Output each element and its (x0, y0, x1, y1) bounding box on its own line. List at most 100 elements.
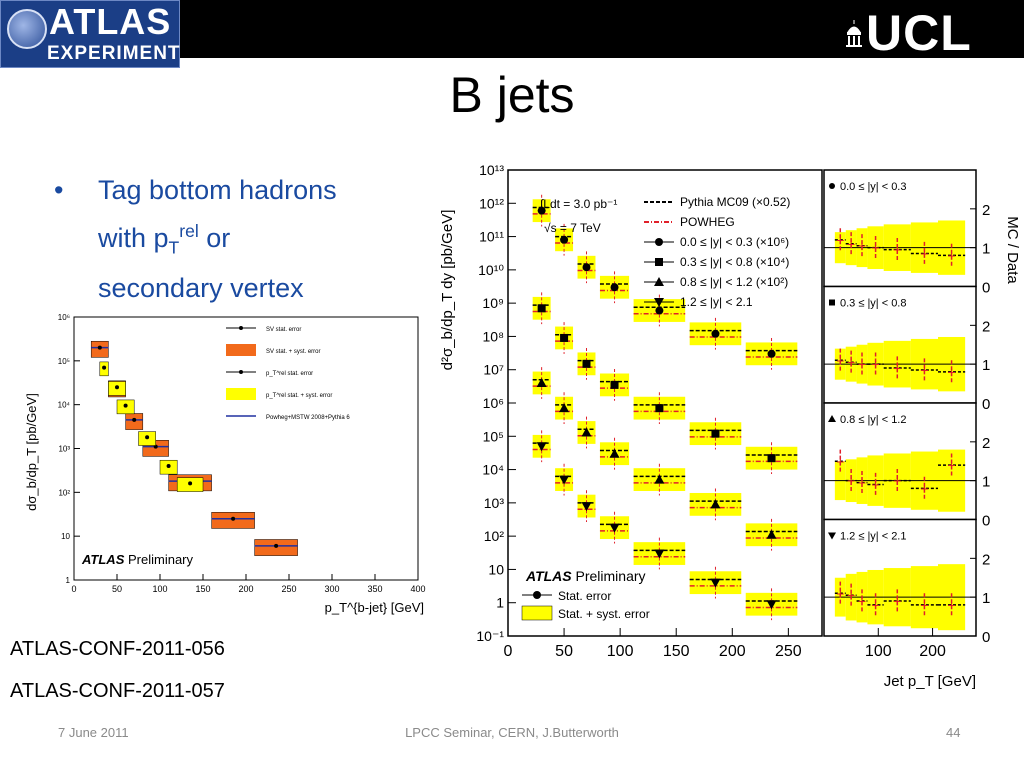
atlas-logo-text: ATLAS (49, 1, 172, 42)
legend-label: p_T^rel stat. error (266, 371, 313, 377)
sv-point (97, 345, 102, 350)
data-point (655, 404, 664, 413)
y-tick-label: 10¹⁰ (478, 262, 504, 278)
bullet-text: Tag bottom hadrons with pTrel or seconda… (98, 170, 392, 309)
powheg-ratio-marker: + (893, 593, 901, 609)
data-point (767, 454, 776, 463)
powheg-ratio-marker: + (893, 473, 901, 489)
x-tick-label: 0 (71, 584, 76, 594)
data-point (582, 359, 591, 368)
x-tick-label: 200 (238, 584, 253, 594)
atlas-globe-icon (7, 9, 47, 49)
data-point (560, 333, 569, 342)
powheg-ratio-marker: + (871, 240, 879, 256)
data-point (711, 429, 720, 438)
data-point (710, 499, 721, 509)
powheg-ratio-marker: + (858, 356, 866, 372)
legend-label: POWHEG (680, 215, 735, 229)
ptrel-point (115, 385, 119, 390)
powheg-ratio-marker: + (836, 352, 844, 368)
ucl-logo: UCL (844, 5, 994, 61)
bullet-dot-icon: • (54, 175, 64, 205)
footer-page-number: 44 (946, 725, 961, 740)
y-tick-label: 10¹³ (479, 162, 504, 178)
sv-point (132, 417, 137, 422)
legend-label: p_T^rel stat. + syst. error (266, 393, 332, 399)
legend-label: SV stat. error (266, 327, 301, 333)
footer-date: 7 June 2011 (58, 725, 129, 740)
ratio-y-tick-label: 0 (982, 280, 990, 297)
x-tick-label: 50 (112, 584, 122, 594)
data-point (609, 448, 620, 458)
powheg-ratio-marker: + (947, 597, 955, 613)
x-tick-label: 100 (607, 643, 634, 660)
ratio-y-tick-label: 1 (982, 241, 990, 258)
y-tick-label: 10¹² (479, 195, 504, 211)
legend-marker (655, 258, 663, 266)
data-point (560, 235, 569, 244)
powheg-ratio-marker: + (847, 236, 855, 252)
legend-label: Powheg+MSTW 2008+Pythia 6 (266, 415, 350, 421)
ptrel-point (123, 403, 128, 408)
powheg-ratio-marker: + (847, 354, 855, 370)
atlas-preliminary-label: ATLAS Preliminary (525, 568, 646, 584)
legend-marker (239, 326, 243, 330)
legend-label: SV stat. + syst. error (266, 349, 321, 355)
panel-marker (828, 415, 836, 422)
x-tick-label: 0 (504, 643, 513, 660)
data-point (537, 304, 546, 313)
powheg-ratio-marker: + (920, 245, 928, 261)
legend-label: 0.8 ≤ |y| < 1.2 (×10²) (680, 275, 788, 289)
legend-label: Stat. error (558, 589, 611, 603)
bullet-subscript: T (168, 237, 180, 258)
sv-point (274, 543, 279, 548)
powheg-ratio-marker: + (893, 242, 901, 258)
y-tick-label: 10⁸ (483, 328, 505, 344)
bullet-line-2: with pTrel or (98, 211, 392, 268)
ptrel-point (166, 463, 171, 468)
slide-title: B jets (449, 67, 575, 123)
data-point (766, 600, 777, 610)
y-tick-label: 10 (488, 561, 504, 577)
y-tick-label: 10⁴ (58, 401, 71, 410)
powheg-ratio-marker: + (858, 593, 866, 609)
ratio-y-tick-label: 2 (982, 318, 990, 335)
legend-label: 1.2 ≤ |y| < 2.1 (680, 295, 753, 309)
powheg-ratio-marker: + (847, 587, 855, 603)
legend-marker (655, 238, 663, 246)
data-point (654, 474, 665, 484)
ratio-y-tick-label: 2 (982, 435, 990, 452)
y-tick-label: 10⁹ (482, 295, 504, 311)
x-tick-label: 350 (367, 584, 382, 594)
powheg-ratio-marker: + (871, 477, 879, 493)
powheg-ratio-marker: + (947, 364, 955, 380)
data-point (537, 206, 546, 215)
experiment-logo-text: EXPERIMENT (47, 43, 181, 64)
ratio-y-tick-label: 0 (982, 629, 990, 646)
powheg-ratio-marker: + (836, 585, 844, 601)
y-tick-label: 10⁶ (58, 313, 70, 322)
x-tick-label: 300 (324, 584, 339, 594)
powheg-ratio-marker: + (836, 453, 844, 469)
y-tick-label: 10 (61, 532, 70, 541)
x-tick-label: 250 (281, 584, 296, 594)
y-axis-label: d²σ_b/dp_T dy [pb/GeV] (439, 210, 456, 371)
y-tick-label: 1 (496, 595, 504, 611)
powheg-ratio-marker: + (847, 473, 855, 489)
atlas-preliminary-label: ATLAS Preliminary (81, 552, 193, 567)
sv-cross-section-svg: 0 50 100 150 200 250 300 350 400 1 10 10² 10³ 10⁴ 10⁵ 1… (24, 313, 426, 615)
ratio-x-tick-label: 200 (919, 643, 946, 660)
ratio-y-tick-label: 1 (982, 590, 990, 607)
panel-label: 1.2 ≤ |y| < 2.1 (840, 531, 906, 543)
footer-title: LPCC Seminar, CERN, J.Butterworth (405, 725, 619, 740)
ratio-y-tick-label: 2 (982, 551, 990, 568)
ucl-logo-text: UCL (866, 5, 972, 61)
y-tick-label: 10⁵ (58, 357, 70, 366)
panel-marker (828, 532, 836, 540)
ratio-y-tick-label: 2 (982, 202, 990, 219)
ratio-x-axis-label: Jet p_T [GeV] (884, 673, 976, 690)
ratio-x-tick-label: 100 (865, 643, 892, 660)
data-point (536, 377, 547, 387)
x-tick-label: 250 (775, 643, 802, 660)
ratio-y-tick-label: 1 (982, 474, 990, 491)
